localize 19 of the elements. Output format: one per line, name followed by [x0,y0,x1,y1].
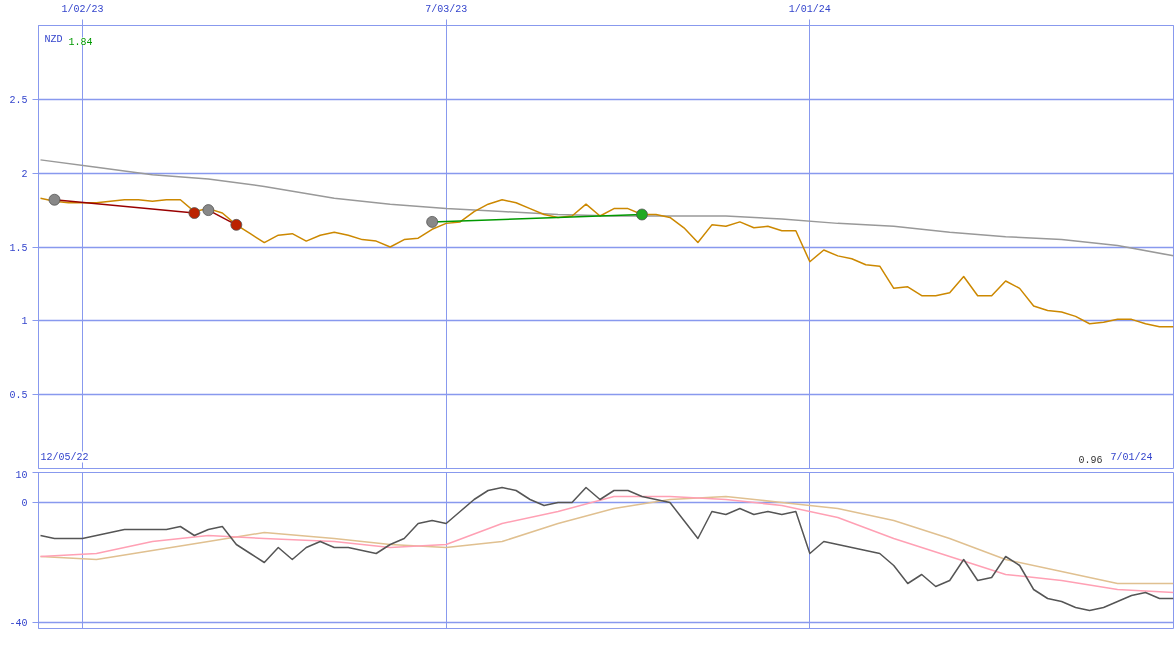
y-tick-label: 1.5 [9,242,28,254]
line-series [39,159,1174,257]
annotation: 12/05/22 [40,451,89,463]
y-tick-label: -40 [9,618,28,629]
point [636,208,648,221]
annotation: 0.96 [1078,454,1103,466]
annotation: NZD [44,33,63,45]
y-tick-label: 10 [15,469,28,481]
y-tick-label: 2.5 [9,94,28,106]
x-tick-label: 1/02/23 [61,3,104,15]
y-tick-label: 2 [21,168,28,180]
y-tick-label: 1 [21,316,28,328]
line-series [39,486,1174,612]
y-tick-label: 0 [21,498,28,509]
x-tick-label: 1/01/24 [788,3,831,15]
annotation: 7/01/24 [1110,451,1153,463]
x-tick-label: 7/03/23 [425,3,468,15]
annotation: 1.84 [68,36,93,48]
y-tick-label: 0.5 [9,390,28,402]
